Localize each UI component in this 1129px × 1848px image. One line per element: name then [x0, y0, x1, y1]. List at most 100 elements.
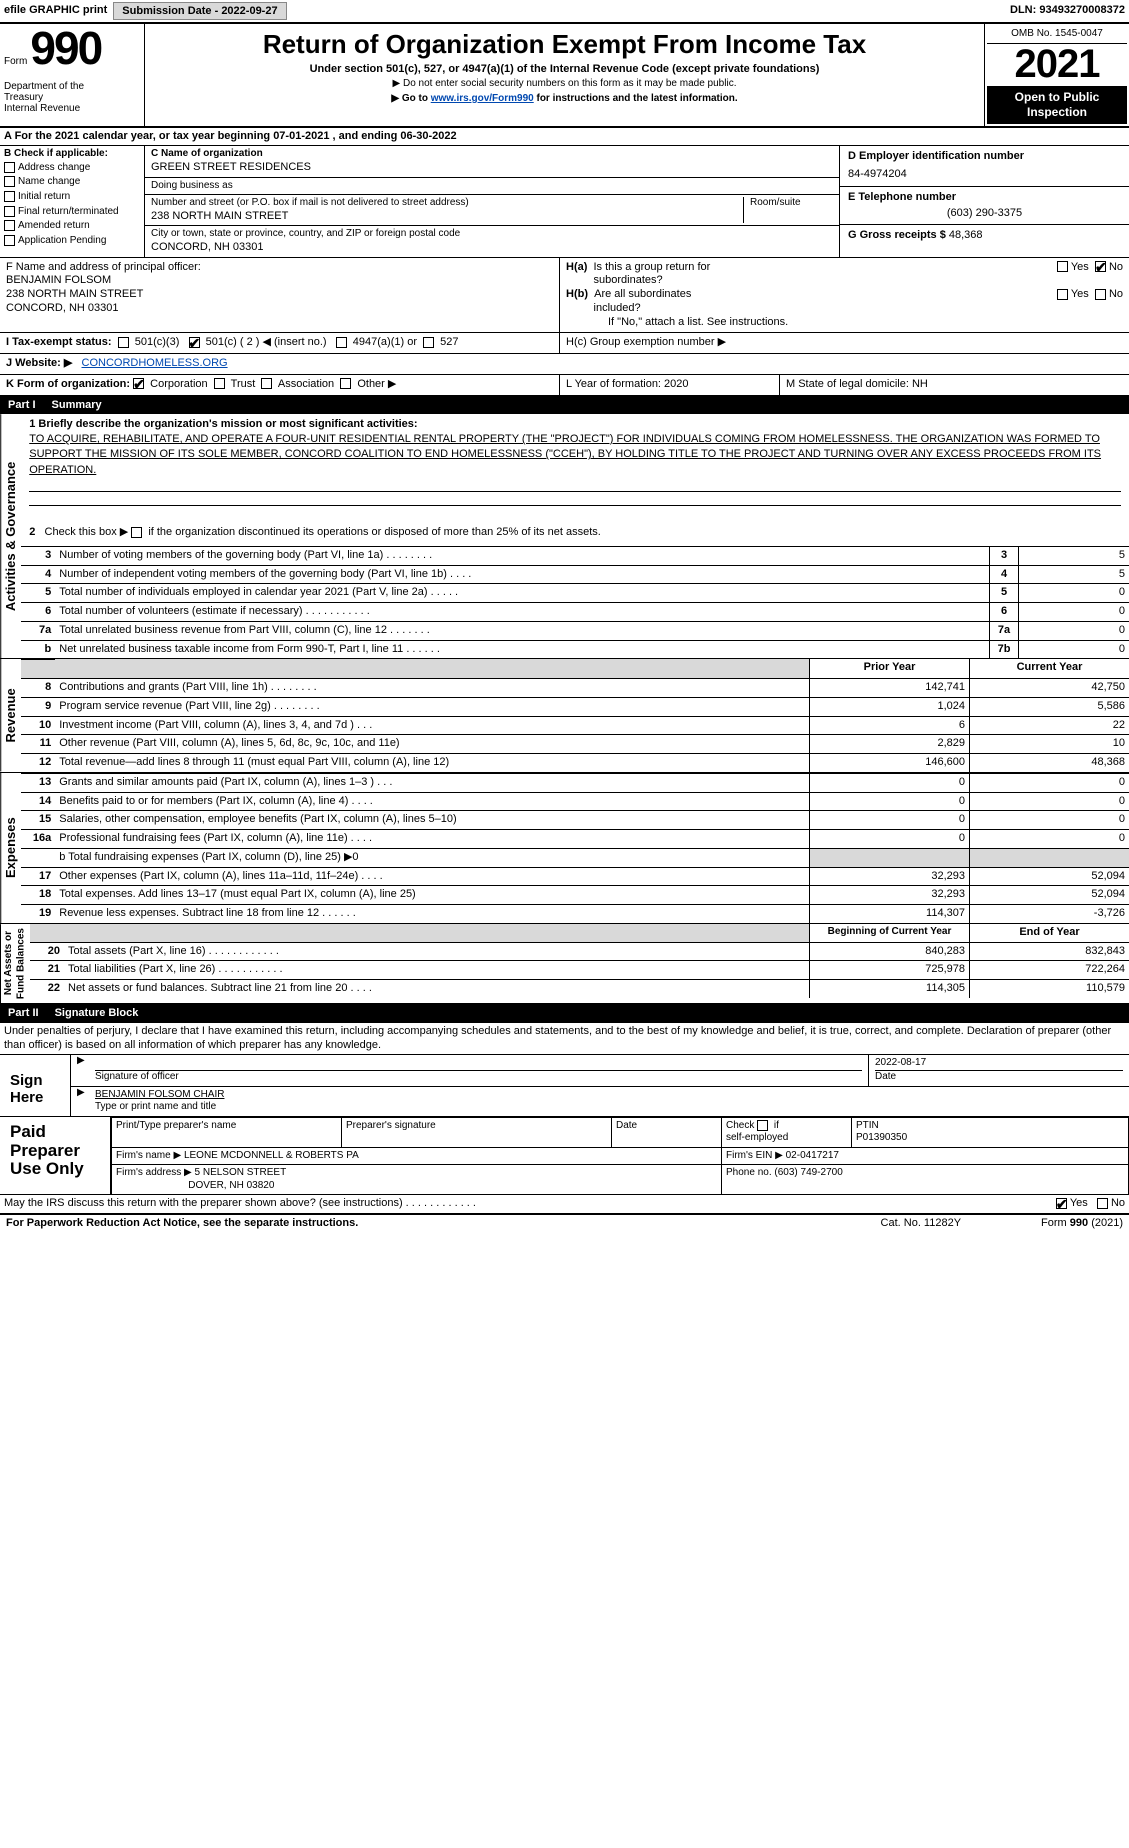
lbl-501c3: 501(c)(3) [135, 336, 180, 348]
submission-date-button[interactable]: Submission Date - 2022-09-27 [113, 2, 286, 20]
pra-notice: For Paperwork Reduction Act Notice, see … [6, 1217, 358, 1231]
lbl-hb-yes: Yes [1071, 288, 1089, 300]
chk-hb-yes[interactable] [1057, 289, 1068, 300]
lbl-corporation: Corporation [150, 378, 207, 390]
part-1-tag: Part I [8, 399, 36, 413]
lbl-initial-return: Initial return [18, 191, 70, 202]
chk-hb-no[interactable] [1095, 289, 1106, 300]
chk-527[interactable] [423, 337, 434, 348]
prior-year-header: Prior Year [809, 659, 969, 678]
chk-association[interactable] [261, 378, 272, 389]
dept-label: Department of theTreasuryInternal Revenu… [4, 81, 138, 114]
irs-link[interactable]: www.irs.gov/Form990 [431, 93, 534, 104]
dln-label: DLN: 93493270008372 [1010, 4, 1125, 18]
lbl-final-return: Final return/terminated [18, 206, 119, 217]
chk-ha-no[interactable] [1095, 261, 1106, 272]
chk-ha-yes[interactable] [1057, 261, 1068, 272]
firm-name-label: Firm's name ▶ [116, 1150, 181, 1161]
street-label: Number and street (or P.O. box if mail i… [151, 197, 743, 210]
chk-other[interactable] [340, 378, 351, 389]
summary-line-7a: 7aTotal unrelated business revenue from … [21, 621, 1129, 640]
summary-line-3: 3Number of voting members of the governi… [21, 546, 1129, 565]
lbl-amended-return: Amended return [18, 220, 90, 231]
line-20: 20Total assets (Part X, line 16) . . . .… [30, 942, 1129, 961]
footer: For Paperwork Reduction Act Notice, see … [0, 1215, 1129, 1233]
preparer-table: Print/Type preparer's name Preparer's si… [111, 1117, 1129, 1195]
open-to-public-badge: Open to Public Inspection [987, 86, 1127, 124]
line-17: 17Other expenses (Part IX, column (A), l… [21, 867, 1129, 886]
org-name: GREEN STREET RESIDENCES [151, 161, 833, 175]
preparer-sig-header: Preparer's signature [342, 1117, 612, 1147]
chk-501c3[interactable] [118, 337, 129, 348]
chk-4947[interactable] [336, 337, 347, 348]
h-b-note: If "No," attach a list. See instructions… [566, 316, 1123, 330]
chk-application-pending[interactable] [4, 235, 15, 246]
bcy-header: Beginning of Current Year [809, 924, 969, 942]
lbl-application-pending: Application Pending [18, 235, 106, 246]
dba-label: Doing business as [151, 180, 833, 193]
box-f-h: F Name and address of principal officer:… [0, 258, 1129, 334]
phone-label: E Telephone number [848, 191, 1121, 205]
side-label-rev: Revenue [0, 659, 21, 772]
chk-final-return[interactable] [4, 206, 15, 217]
firm-name: LEONE MCDONNELL & ROBERTS PA [184, 1150, 359, 1161]
chk-501c[interactable] [189, 337, 200, 348]
h-a-label: H(a) Is this a group return for subordin… [566, 261, 1003, 289]
ein-label: D Employer identification number [848, 150, 1121, 164]
line-21: 21Total liabilities (Part X, line 26) . … [30, 960, 1129, 979]
goto-pre: ▶ Go to [391, 93, 430, 104]
chk-initial-return[interactable] [4, 191, 15, 202]
line-8: 8Contributions and grants (Part VIII, li… [21, 678, 1129, 697]
tax-exempt-label: I Tax-exempt status: [6, 336, 112, 348]
sign-here-block: SignHere ▶ Signature of officer 2022-08-… [0, 1055, 1129, 1117]
line-9: 9Program service revenue (Part VIII, lin… [21, 697, 1129, 716]
lbl-trust: Trust [231, 378, 256, 390]
lbl-hb-no: No [1109, 288, 1123, 300]
street-value: 238 NORTH MAIN STREET [151, 210, 743, 224]
chk-name-change[interactable] [4, 176, 15, 187]
section-net-assets: Net Assets orFund Balances Beginning of … [0, 924, 1129, 1005]
efile-label: efile GRAPHIC print [4, 4, 107, 18]
firm-phone: (603) 749-2700 [774, 1167, 842, 1178]
chk-discuss-no[interactable] [1097, 1198, 1108, 1209]
line-13: 13Grants and similar amounts paid (Part … [21, 773, 1129, 792]
line-16a: 16aProfessional fundraising fees (Part I… [21, 829, 1129, 848]
sign-here-label: SignHere [0, 1055, 70, 1116]
firm-ein-label: Firm's EIN ▶ [726, 1150, 783, 1161]
line-16b: b Total fundraising expenses (Part IX, c… [55, 849, 809, 867]
chk-discuss-yes[interactable] [1056, 1198, 1067, 1209]
box-k-l-m: K Form of organization: Corporation Trus… [0, 375, 1129, 397]
summary-line-4: 4Number of independent voting members of… [21, 565, 1129, 584]
website-link[interactable]: CONCORDHOMELESS.ORG [82, 357, 228, 369]
omb-number: OMB No. 1545-0047 [987, 26, 1127, 44]
preparer-date-header: Date [612, 1117, 722, 1147]
section-expenses: Expenses 13Grants and similar amounts pa… [0, 773, 1129, 924]
discuss-question: May the IRS discuss this return with the… [4, 1197, 975, 1211]
signature-label: Signature of officer [95, 1071, 862, 1084]
firm-addr-label: Firm's address ▶ [116, 1167, 192, 1178]
state-domicile: M State of legal domicile: NH [780, 375, 1129, 395]
chk-corporation[interactable] [133, 378, 144, 389]
officer-typed-name: BENJAMIN FOLSOM CHAIR [95, 1089, 1123, 1102]
lbl-name-change: Name change [18, 177, 80, 188]
chk-address-change[interactable] [4, 162, 15, 173]
officer-street: 238 NORTH MAIN STREET [6, 288, 553, 302]
lbl-ha-yes: Yes [1071, 261, 1089, 273]
line-14: 14Benefits paid to or for members (Part … [21, 792, 1129, 811]
chk-discontinued[interactable] [131, 527, 142, 538]
ein-value: 84-4974204 [848, 168, 1121, 182]
toolbar: efile GRAPHIC print Submission Date - 20… [0, 0, 1129, 24]
chk-self-employed[interactable] [757, 1120, 768, 1131]
org-form-label: K Form of organization: [6, 378, 130, 390]
line-15: 15Salaries, other compensation, employee… [21, 810, 1129, 829]
box-b-heading: B Check if applicable: [4, 148, 140, 161]
q2-text: 2 Check this box ▶ if the organization d… [29, 526, 601, 538]
year-formation: L Year of formation: 2020 [560, 375, 780, 395]
gross-receipts-label: G Gross receipts $ [848, 229, 946, 241]
box-i-hc: I Tax-exempt status: 501(c)(3) 501(c) ( … [0, 333, 1129, 354]
line-18: 18Total expenses. Add lines 13–17 (must … [21, 885, 1129, 904]
lbl-discuss-yes: Yes [1070, 1197, 1088, 1209]
chk-trust[interactable] [214, 378, 225, 389]
h-b-label: H(b) Are all subordinates included? [566, 288, 1003, 316]
chk-amended-return[interactable] [4, 220, 15, 231]
